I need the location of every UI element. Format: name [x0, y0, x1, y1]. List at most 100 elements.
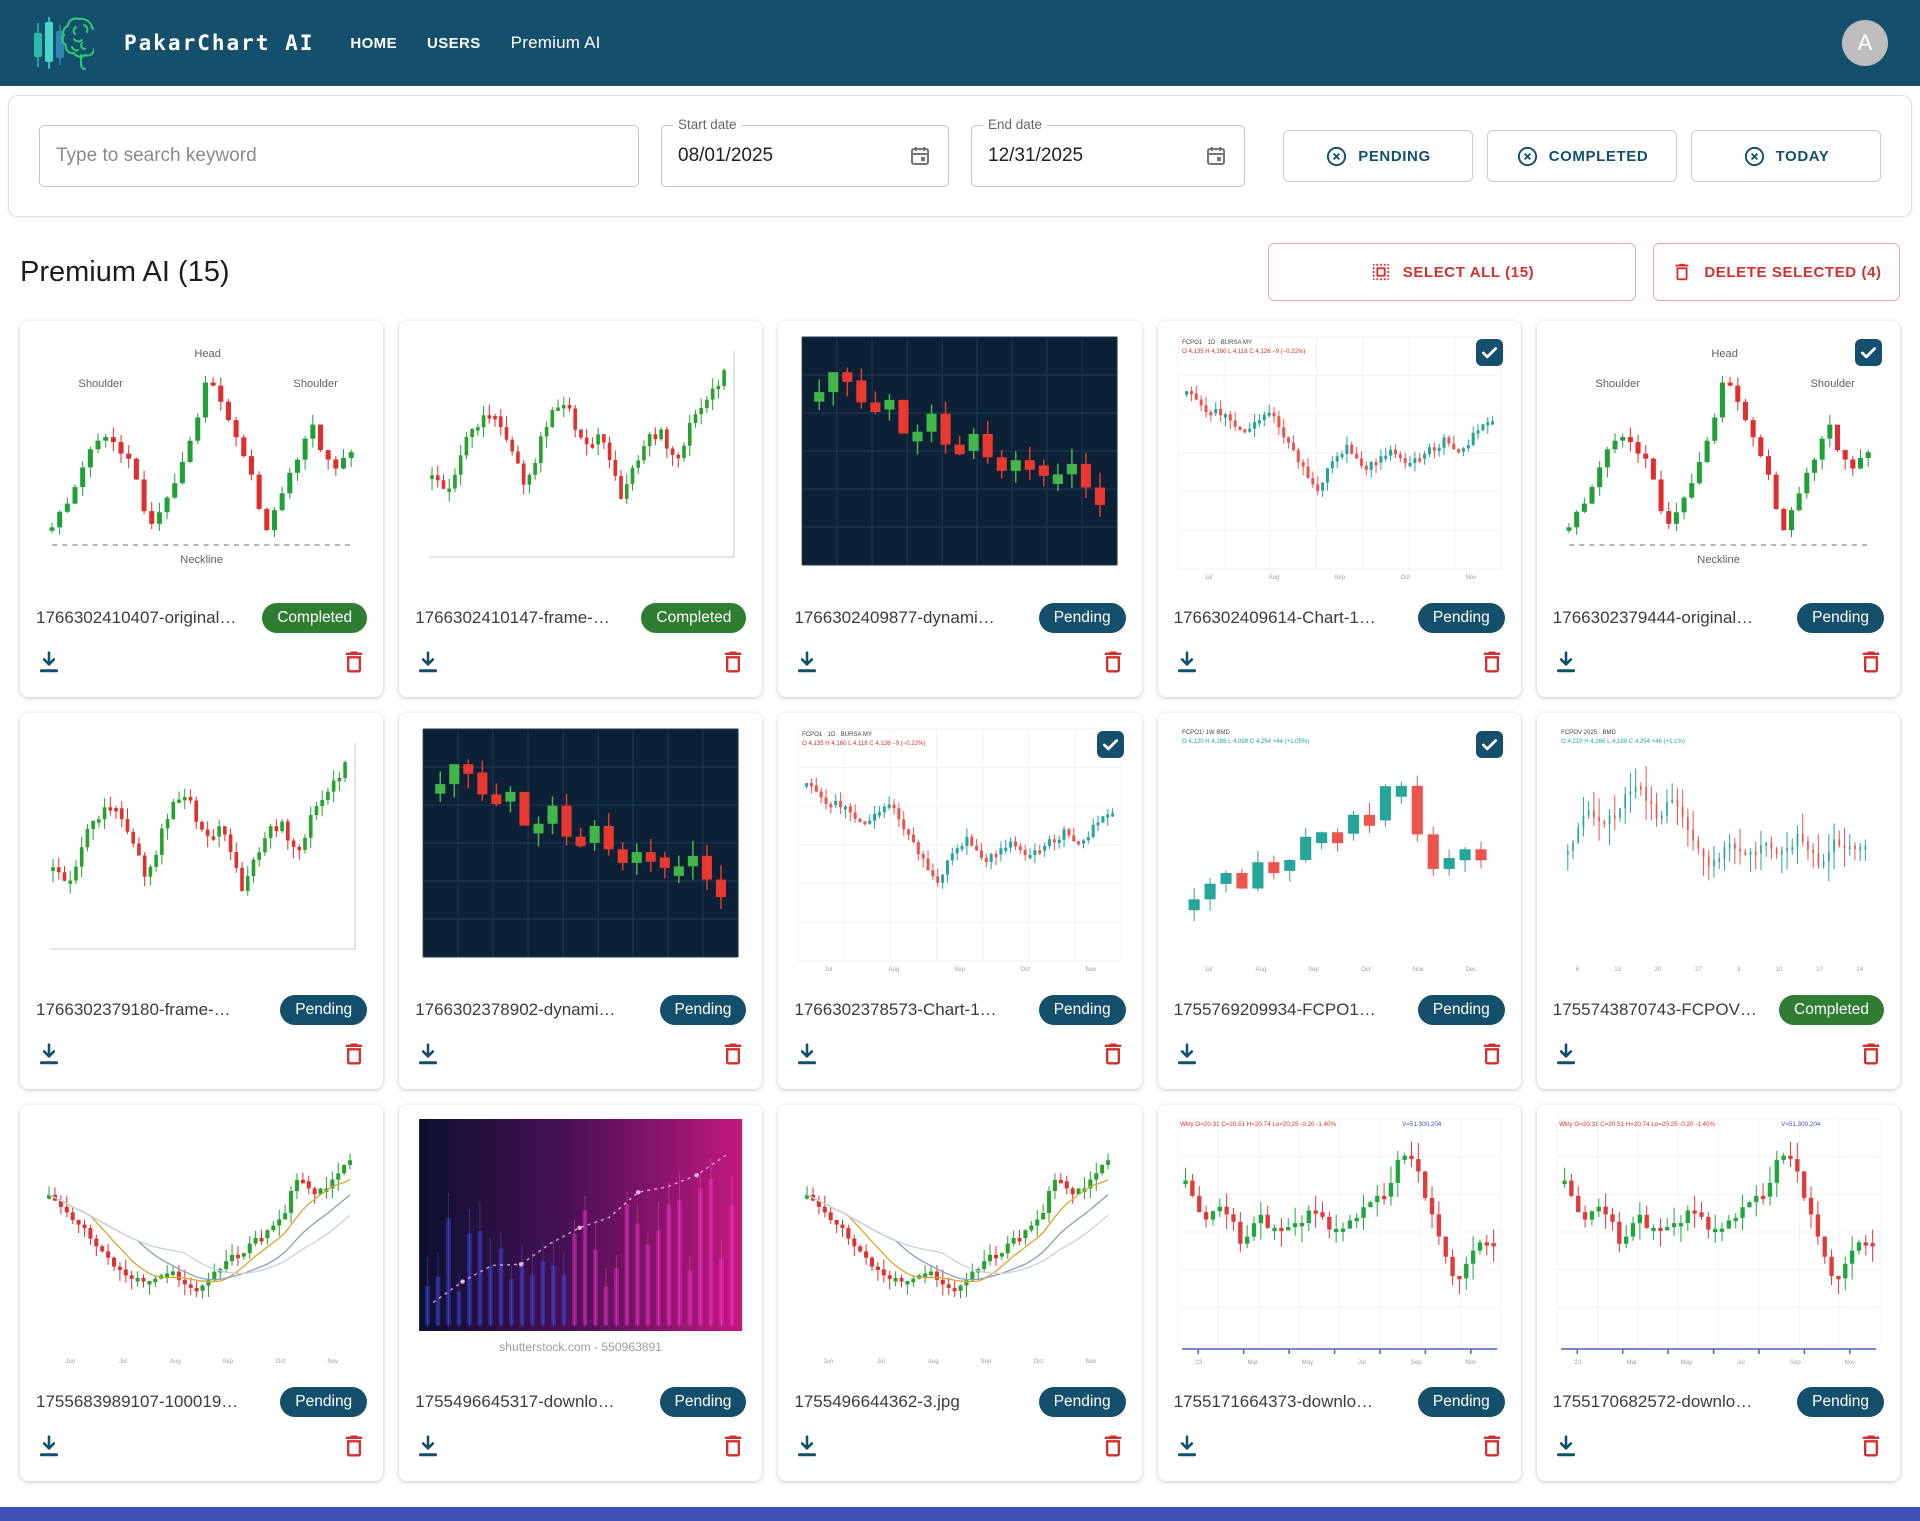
- download-icon: [419, 651, 438, 673]
- end-date-field[interactable]: End date 12/31/2025: [971, 117, 1245, 187]
- download-button[interactable]: [793, 1432, 821, 1460]
- chart-thumbnail[interactable]: shutterstock.com - 550963891: [409, 1113, 752, 1371]
- svg-text:Mar: Mar: [1626, 1360, 1636, 1366]
- svg-text:Aug: Aug: [1255, 967, 1266, 973]
- download-button[interactable]: [1173, 648, 1201, 676]
- chart-thumbnail[interactable]: Jun Jul Aug Sep Oct Nov: [30, 1113, 373, 1371]
- download-button[interactable]: [1173, 1040, 1201, 1068]
- download-button[interactable]: [1552, 1432, 1580, 1460]
- chart-thumbnail[interactable]: [409, 329, 752, 587]
- download-button[interactable]: [35, 1432, 63, 1460]
- delete-button[interactable]: [1857, 1432, 1885, 1460]
- chart-thumbnail[interactable]: [30, 721, 373, 979]
- chart-thumbnail[interactable]: FCPOV 2025 · BMD O 4,210 H 4,266 L 4,188 …: [1547, 721, 1890, 979]
- svg-text:O 4,210 H 4,266 L 4,188 C 4,25: O 4,210 H 4,266 L 4,188 C 4,254 +46 (+1.…: [1561, 739, 1685, 745]
- download-button[interactable]: [414, 1432, 442, 1460]
- user-avatar[interactable]: A: [1842, 20, 1888, 66]
- trash-icon: [725, 1043, 742, 1065]
- select-all-button[interactable]: SELECT ALL (15): [1268, 243, 1636, 301]
- selected-checkbox[interactable]: [1096, 731, 1124, 758]
- chart-thumbnail[interactable]: Wkly O=20.31 C=20.51 H=20.74 Lo=20.25 -0…: [1547, 1113, 1890, 1371]
- delete-button[interactable]: [1478, 1040, 1506, 1068]
- delete-button[interactable]: [340, 648, 368, 676]
- delete-button[interactable]: [719, 1040, 747, 1068]
- chip-pending[interactable]: PENDING: [1283, 130, 1473, 182]
- delete-button[interactable]: [719, 1432, 747, 1460]
- card-actions: [1537, 1025, 1900, 1068]
- download-button[interactable]: [414, 1040, 442, 1068]
- app-logo: [32, 15, 94, 71]
- chart-thumbnail[interactable]: FCPO1! 1W BMD O 4,120 H 4,286 L 4,098 C 4…: [1168, 721, 1511, 979]
- svg-text:FCPOV 2025 · BMD: FCPOV 2025 · BMD: [1561, 730, 1616, 736]
- start-date-field[interactable]: Start date 08/01/2025: [661, 117, 949, 187]
- chart-thumbnail[interactable]: Wkly O=20.31 C=20.51 H=20.74 Lo=20.25 -0…: [1168, 1113, 1511, 1371]
- nav-users[interactable]: USERS: [426, 34, 481, 52]
- delete-button[interactable]: [340, 1432, 368, 1460]
- chart-card: 1766302410147-frame-… Completed: [399, 321, 763, 697]
- delete-button[interactable]: [1857, 648, 1885, 676]
- calendar-icon[interactable]: [908, 144, 932, 168]
- calendar-icon[interactable]: [1204, 144, 1228, 168]
- chart-thumbnail[interactable]: Shoulder Head Shoulder Neckline: [1547, 329, 1890, 587]
- svg-text:Nov: Nov: [1413, 967, 1424, 973]
- delete-button[interactable]: [1478, 1432, 1506, 1460]
- download-button[interactable]: [1552, 648, 1580, 676]
- download-button[interactable]: [1552, 1040, 1580, 1068]
- download-button[interactable]: [793, 648, 821, 676]
- delete-button[interactable]: [1857, 1040, 1885, 1068]
- svg-text:Neckline: Neckline: [180, 554, 223, 566]
- delete-button[interactable]: [1099, 1040, 1127, 1068]
- chart-card: FCPOV 2025 · BMD O 4,210 H 4,266 L 4,188 …: [1536, 713, 1900, 1089]
- chart-thumbnail[interactable]: [409, 721, 752, 979]
- svg-text:Sep: Sep: [955, 967, 966, 973]
- download-button[interactable]: [414, 648, 442, 676]
- nav-premium-ai[interactable]: Premium AI: [510, 33, 601, 52]
- delete-selected-button[interactable]: DELETE SELECTED (4): [1653, 243, 1900, 301]
- chip-label: COMPLETED: [1548, 147, 1649, 165]
- svg-text:Wkly O=20.31 C=20.51 H=20.74 L: Wkly O=20.31 C=20.51 H=20.74 Lo=20.25 -0…: [1180, 1121, 1336, 1128]
- chart-thumbnail[interactable]: [788, 329, 1131, 587]
- delete-button[interactable]: [1099, 1432, 1127, 1460]
- download-button[interactable]: [1173, 1432, 1201, 1460]
- card-actions: [1158, 1025, 1521, 1068]
- chart-thumbnail[interactable]: FCPO1 · 1D · BURSA MY O 4,135 H 4,160 L 4…: [788, 721, 1131, 979]
- chart-thumbnail[interactable]: FCPO1 · 1D · BURSA MY O 4,135 H 4,160 L 4…: [1168, 329, 1511, 587]
- cancel-icon: [1327, 146, 1347, 166]
- card-meta: 1755170682572-downlo… Pending: [1537, 1371, 1900, 1417]
- svg-text:Neckline: Neckline: [1697, 554, 1740, 566]
- card-actions: [1537, 633, 1900, 676]
- selected-checkbox[interactable]: [1475, 731, 1503, 758]
- svg-text:Jul: Jul: [1204, 575, 1212, 581]
- status-badge: Pending: [1038, 1387, 1126, 1417]
- chart-thumbnail[interactable]: Shoulder Head Shoulder Neckline: [30, 329, 373, 587]
- delete-button[interactable]: [340, 1040, 368, 1068]
- download-button[interactable]: [35, 648, 63, 676]
- download-icon: [1177, 1043, 1196, 1065]
- file-name: 1766302409877-dynami…: [794, 608, 995, 627]
- chip-today[interactable]: TODAY: [1691, 130, 1881, 182]
- svg-text:FCPO1 · 1D · BURSA MY: FCPO1 · 1D · BURSA MY: [803, 732, 873, 738]
- delete-button[interactable]: [719, 648, 747, 676]
- chip-completed[interactable]: COMPLETED: [1487, 130, 1677, 182]
- trash-icon: [346, 651, 363, 673]
- svg-text:Shoulder: Shoulder: [293, 378, 338, 390]
- nav-home[interactable]: HOME: [350, 34, 397, 52]
- delete-button[interactable]: [1478, 648, 1506, 676]
- download-icon: [39, 651, 59, 673]
- bottom-bar: [0, 1507, 1920, 1521]
- card-actions: [399, 633, 762, 676]
- download-button[interactable]: [793, 1040, 821, 1068]
- file-name: 1755743870743-FCPOV…: [1552, 1000, 1757, 1019]
- card-actions: [20, 633, 383, 676]
- svg-text:Aug: Aug: [170, 1359, 181, 1365]
- chart-thumbnail[interactable]: Jun Jul Aug Sep Oct Nov: [788, 1113, 1131, 1371]
- search-input[interactable]: Type to search keyword: [39, 125, 639, 187]
- svg-text:May: May: [1301, 1360, 1312, 1366]
- chart-card: Shoulder Head Shoulder Neckline 176630237944…: [1536, 321, 1900, 697]
- selected-checkbox[interactable]: [1475, 339, 1503, 366]
- download-button[interactable]: [35, 1040, 63, 1068]
- selected-checkbox[interactable]: [1855, 339, 1882, 366]
- card-actions: [399, 1025, 762, 1068]
- delete-button[interactable]: [1099, 648, 1127, 676]
- cancel-icon: [1744, 146, 1764, 166]
